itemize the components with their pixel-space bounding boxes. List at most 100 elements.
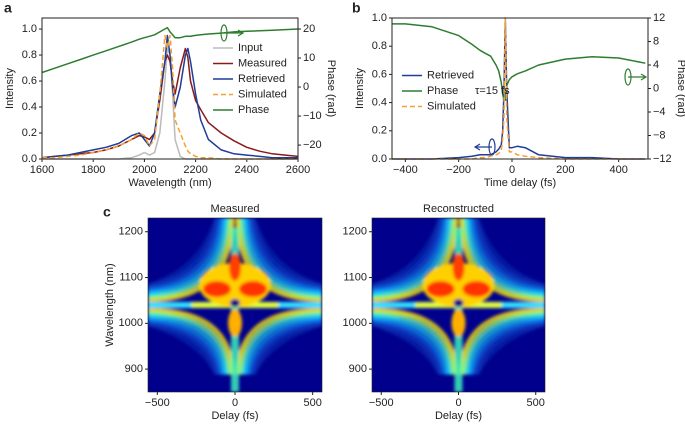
x-axis-label: Delay (fs) [211,410,258,422]
decor [220,24,648,156]
fringe [148,312,230,375]
y-tick-label: 1.0 [22,23,37,35]
fringe [466,315,545,375]
y-tick-label: 0.2 [372,125,387,137]
fringe [148,319,222,375]
heatmap-pattern [372,218,545,392]
y-tick-label: 1100 [343,271,367,283]
y-tick-label: 0.0 [372,153,387,165]
axes-frame [41,17,299,160]
chart-title: Measured [211,203,260,215]
fringe [469,317,545,375]
heatmap-image [372,218,545,392]
y2-tick-label: 8 [653,35,659,47]
fringe [253,324,322,375]
y-tick-label: 1200 [119,226,143,238]
fringe [372,315,451,375]
x-tick-label: −500 [145,397,170,409]
y-tick-label: 0.4 [372,97,387,109]
fringe [148,310,232,375]
fringe [148,218,219,289]
y-axis-label: Intensity [354,68,366,109]
fringe [243,218,322,295]
x-tick-label: 0 [509,164,515,176]
x-tick-label: 1600 [30,164,54,176]
x-tick-label: 0 [232,397,238,409]
fringe [372,324,440,375]
fringe [471,218,545,291]
fringe [245,218,322,293]
core [462,281,491,297]
core [239,281,267,297]
panel-label: c [103,204,111,220]
y2-tick-label: −4 [653,106,666,118]
y2-tick-label: −20 [303,139,322,151]
y2-tick-label: 20 [303,23,315,35]
fringe [240,312,322,375]
fringe [471,319,545,375]
arrow [628,73,648,81]
y-axis-label: Intensity [4,68,16,109]
x-tick-label: 0 [455,397,461,409]
fringe [148,218,217,286]
fringe [248,218,322,291]
y2-tick-label: 10 [303,52,315,64]
series-line [392,23,646,102]
axes-frame [371,217,546,393]
x-tick-label: 2000 [132,164,156,176]
legend-label: Simulated [238,88,287,100]
fringe [148,315,227,375]
fringe [372,312,453,375]
fringe [372,319,446,375]
series-line [41,34,298,159]
y-tick-label: 0.4 [22,101,37,113]
arrow [473,143,492,151]
y2-tick-label: −12 [653,153,672,165]
fringe [253,218,322,286]
core [453,299,464,307]
legend-label: Phase [238,104,269,116]
legend-label: Retrieved [427,69,474,81]
fringe [372,218,440,286]
fringe [372,317,448,375]
fringe [372,218,443,289]
y2-axis-label: Phase (rad) [325,60,337,117]
legend-label: Measured [238,57,287,69]
y-axis-label: Wavelength (nm) [104,263,116,346]
core [451,309,466,337]
fringe [372,218,451,295]
core [229,253,241,281]
fringe [238,310,322,375]
fringe [464,312,545,375]
core [228,309,242,337]
x-tick-label: 2200 [183,164,207,176]
fringe [477,324,545,375]
fringe [245,317,322,375]
fringe [372,310,456,375]
y-tick-label: 1200 [343,226,367,238]
y2-tick-label: 4 [653,59,659,71]
fringe [461,310,545,375]
x-tick-label: −500 [369,397,394,409]
series-line [392,17,646,160]
y2-tick-label: −8 [653,129,666,141]
panel-label: a [4,0,12,16]
core [426,281,455,297]
series-line [41,26,299,74]
legend-label: Input [238,42,262,54]
core [230,299,240,307]
y2-tick-label: 12 [653,12,665,24]
fringe [251,218,322,289]
plot-area [392,17,646,160]
y2-axis-label: Phase (rad) [675,60,685,117]
fringe [372,218,446,291]
y-tick-label: 1100 [119,271,143,283]
x-tick-label: 200 [556,164,574,176]
fringe [248,319,322,375]
fringe [474,321,545,375]
fringe [243,315,322,375]
y-tick-label: 0.6 [22,75,37,87]
y-tick-label: 0.8 [22,49,37,61]
panel-label: b [352,0,361,16]
